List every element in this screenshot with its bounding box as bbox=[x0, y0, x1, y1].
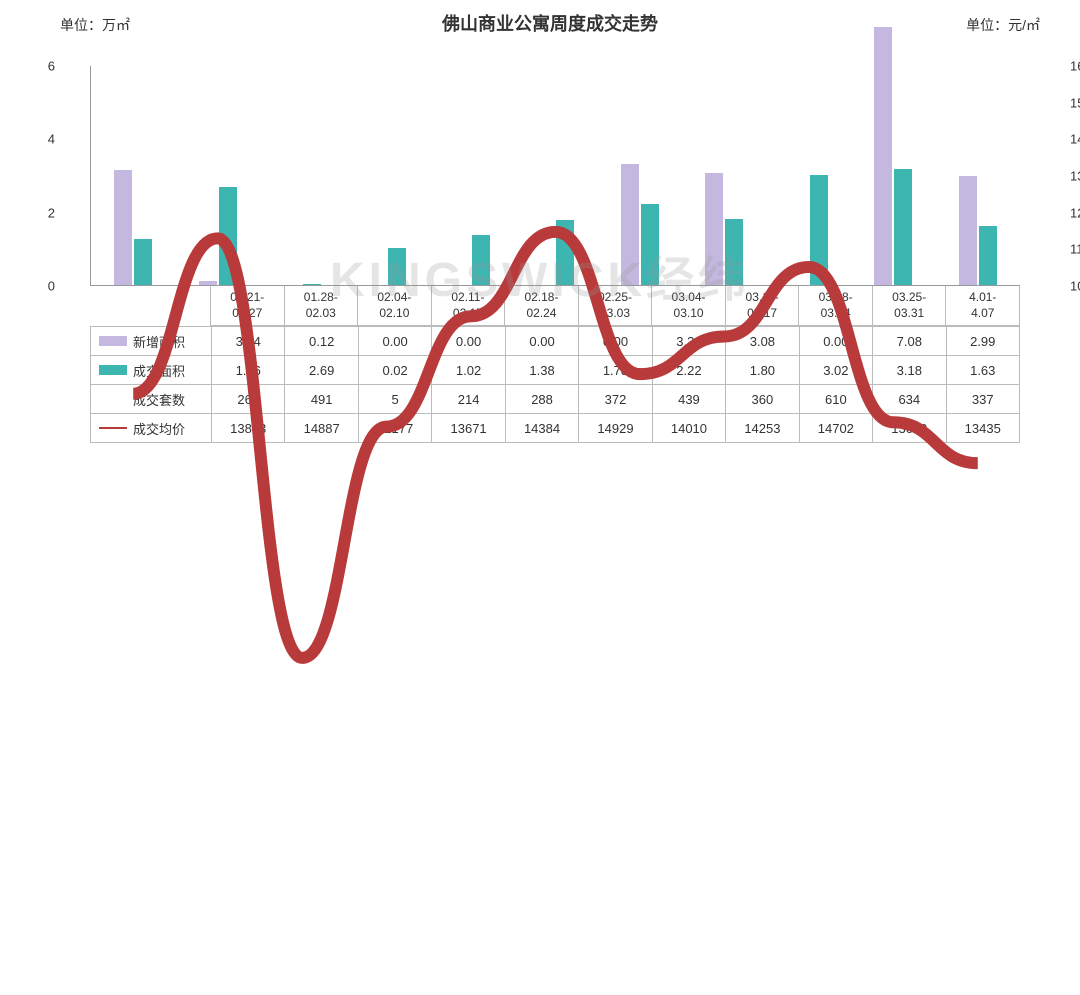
data-table: 新增面积成交面积成交套数成交均价 3.141.26269138830.122.6… bbox=[90, 326, 1020, 443]
legend-column: 新增面积成交面积成交套数成交均价 bbox=[91, 326, 212, 442]
chart-container: 单位：万㎡ 佛山商业公寓周度成交走势 单位：元/㎡ 0246 100001100… bbox=[0, 0, 1080, 500]
unit-left-label: 单位：万㎡ bbox=[60, 15, 130, 35]
x-axis-labels: 01.21-01.2701.28-02.0302.04-02.1002.11-0… bbox=[210, 286, 1020, 326]
plot-area bbox=[90, 66, 1020, 286]
chart-title: 佛山商业公寓周度成交走势 bbox=[60, 10, 1040, 36]
unit-right-label: 单位：元/㎡ bbox=[966, 15, 1040, 35]
data-columns: 3.141.26269138830.122.69491148870.000.02… bbox=[212, 326, 1019, 442]
chart-area: 0246 10000110001200013000140001500016000 bbox=[90, 66, 1020, 286]
bars-layer bbox=[91, 66, 1020, 285]
